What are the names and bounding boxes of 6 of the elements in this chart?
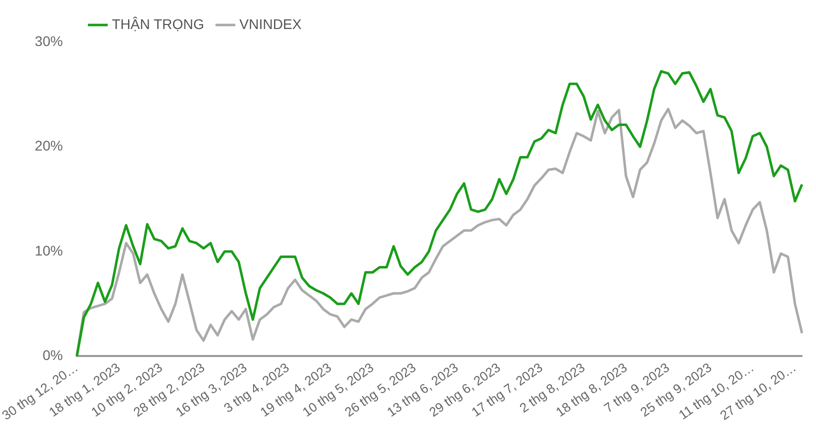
- y-tick-label: 30%: [34, 32, 63, 49]
- legend-label: THẬN TRỌNG: [112, 16, 204, 32]
- y-tick-label: 0%: [42, 347, 63, 364]
- legend-label: VNINDEX: [239, 16, 302, 32]
- y-tick-label: 20%: [34, 138, 63, 154]
- y-tick-label: 10%: [34, 242, 63, 258]
